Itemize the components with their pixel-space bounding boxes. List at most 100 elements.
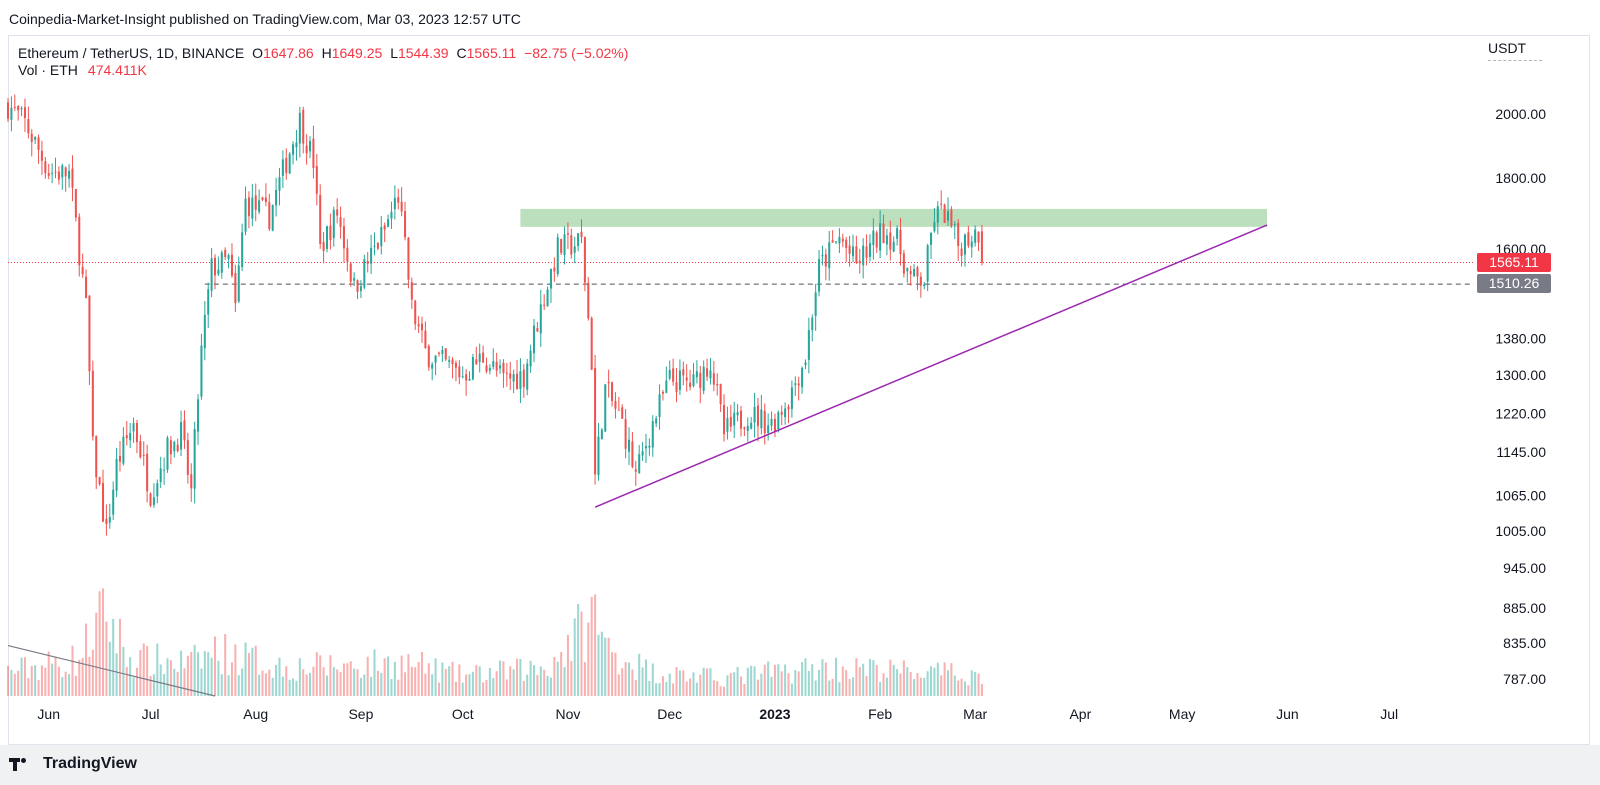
volume-bar: [448, 666, 451, 696]
volume-bar: [600, 631, 603, 696]
candle-body: [376, 242, 379, 249]
candle-body: [563, 234, 566, 255]
volume-bar: [549, 677, 552, 696]
volume-bar: [580, 611, 583, 696]
volume-bar: [882, 673, 885, 696]
candle-body: [858, 260, 861, 264]
chart-legend: Ethereum / TetherUS, 1D, BINANCE O1647.8…: [18, 42, 628, 64]
candle-body: [794, 383, 797, 385]
candle-body: [885, 235, 888, 245]
candle-body: [234, 273, 237, 303]
candle-body: [678, 370, 681, 390]
candle-body: [95, 436, 98, 478]
volume-bar: [47, 651, 50, 696]
candle-body: [61, 165, 64, 178]
volume-bar: [957, 680, 960, 696]
candle-body: [756, 405, 759, 427]
volume-bar: [451, 661, 454, 696]
volume-bar: [149, 675, 152, 696]
candle-body: [176, 444, 179, 452]
volume-bar: [85, 623, 88, 696]
volume-bar: [258, 674, 261, 696]
candle-body: [943, 204, 946, 224]
x-tick-label: Aug: [243, 706, 268, 722]
low-value: 1544.39: [397, 45, 449, 61]
volume-bar: [64, 671, 67, 696]
volume-bar: [342, 663, 345, 696]
candle-body: [821, 254, 824, 257]
volume-bar: [892, 664, 895, 696]
candle-body: [492, 361, 495, 367]
volume-bar: [587, 622, 590, 696]
volume-bar: [349, 661, 352, 696]
candle-body: [207, 289, 210, 315]
candle-body: [865, 246, 868, 258]
candle-body: [441, 350, 444, 354]
volume-bar: [570, 661, 573, 696]
candle-body: [10, 107, 13, 120]
price-chart[interactable]: 2000.001800.001600.001380.001300.001220.…: [0, 0, 1600, 745]
volume-bar: [665, 681, 668, 696]
symbol-title[interactable]: Ethereum / TetherUS, 1D, BINANCE: [18, 45, 245, 61]
candle-body: [583, 236, 586, 283]
volume-bar: [930, 666, 933, 696]
candle-body: [807, 330, 810, 360]
volume-bar: [811, 664, 814, 696]
candle-body: [258, 200, 261, 212]
candle-body: [444, 348, 447, 360]
volume-bar: [288, 679, 291, 696]
candle-body: [638, 454, 641, 474]
volume-bar: [207, 652, 210, 696]
candle-body: [251, 197, 254, 219]
candle-body: [461, 376, 464, 378]
volume-bar: [339, 672, 342, 696]
volume-bar: [821, 659, 824, 696]
candle-body: [115, 458, 118, 491]
volume-bar: [712, 680, 715, 696]
volume-bar: [543, 669, 546, 696]
volume-bar: [699, 674, 702, 696]
candle-body: [573, 246, 576, 253]
volume-bar: [733, 672, 736, 696]
candle-body: [247, 197, 250, 217]
volume-bar: [577, 603, 580, 696]
candle-body: [149, 493, 152, 506]
volume-bar: [536, 674, 539, 696]
volume-bar: [532, 665, 536, 696]
candle-body: [85, 276, 88, 299]
candle-body: [835, 241, 838, 243]
candle-body: [624, 419, 627, 449]
volume-bar: [743, 683, 746, 696]
volume-bar: [739, 676, 743, 696]
candle-body: [594, 367, 597, 475]
volume-bar: [305, 674, 308, 696]
candle-body: [685, 377, 688, 381]
volume-bar: [516, 658, 519, 696]
candle-body: [78, 216, 81, 266]
volume-bar: [760, 673, 763, 696]
x-tick-label: Jun: [1276, 706, 1299, 722]
candle-body: [634, 469, 637, 472]
candle-body: [129, 432, 132, 441]
candle-body: [17, 105, 20, 111]
candle-body: [295, 142, 298, 148]
candle-body: [661, 391, 664, 394]
candle-body: [152, 497, 155, 505]
x-tick-label: Apr: [1069, 706, 1091, 722]
candle-body: [71, 168, 74, 188]
candle-body: [64, 167, 67, 177]
volume-bar: [285, 666, 288, 696]
candle-body: [736, 412, 739, 416]
volume-bar: [125, 666, 128, 696]
volume-bar: [797, 671, 800, 696]
candle-body: [967, 232, 970, 246]
publish-header: Coinpedia-Market-Insight published on Tr…: [0, 0, 1600, 36]
volume-bar: [237, 675, 240, 696]
volume-bar: [390, 679, 393, 696]
candle-body: [777, 412, 780, 429]
x-tick-label: Sep: [348, 706, 373, 722]
currency-label[interactable]: USDT: [1488, 40, 1527, 56]
volume-bar: [10, 669, 13, 696]
volume-bar: [393, 661, 396, 696]
tradingview-logo[interactable]: TradingView: [9, 755, 137, 773]
